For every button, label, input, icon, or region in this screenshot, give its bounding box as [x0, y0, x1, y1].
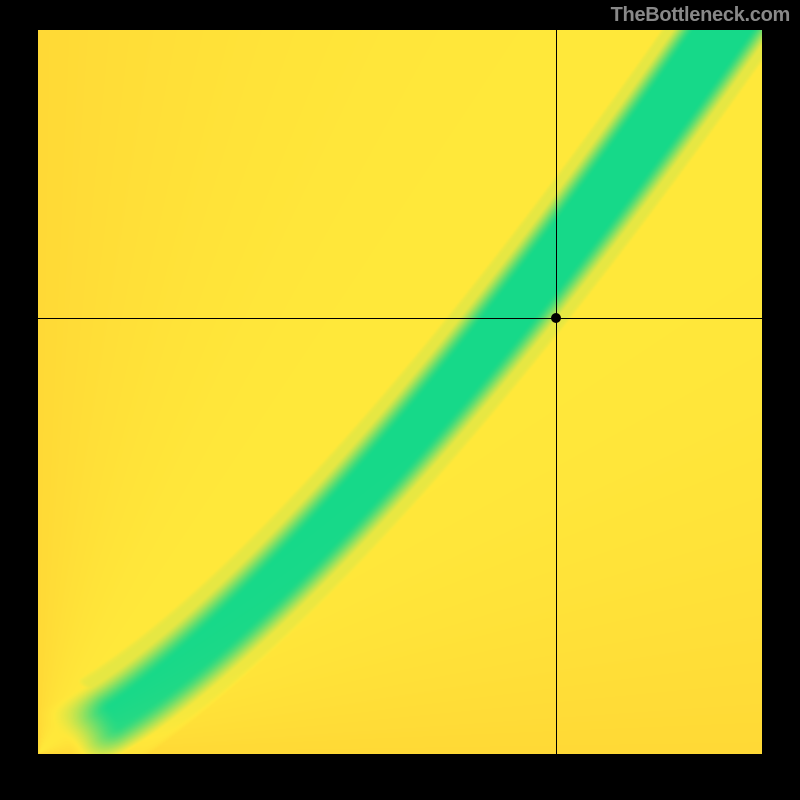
selection-marker — [551, 313, 561, 323]
heatmap-canvas — [38, 30, 762, 754]
chart-frame — [0, 30, 800, 800]
crosshair-vertical — [556, 30, 557, 754]
watermark-text: TheBottleneck.com — [0, 0, 800, 30]
crosshair-horizontal — [38, 318, 762, 319]
heatmap-plot — [38, 30, 762, 754]
